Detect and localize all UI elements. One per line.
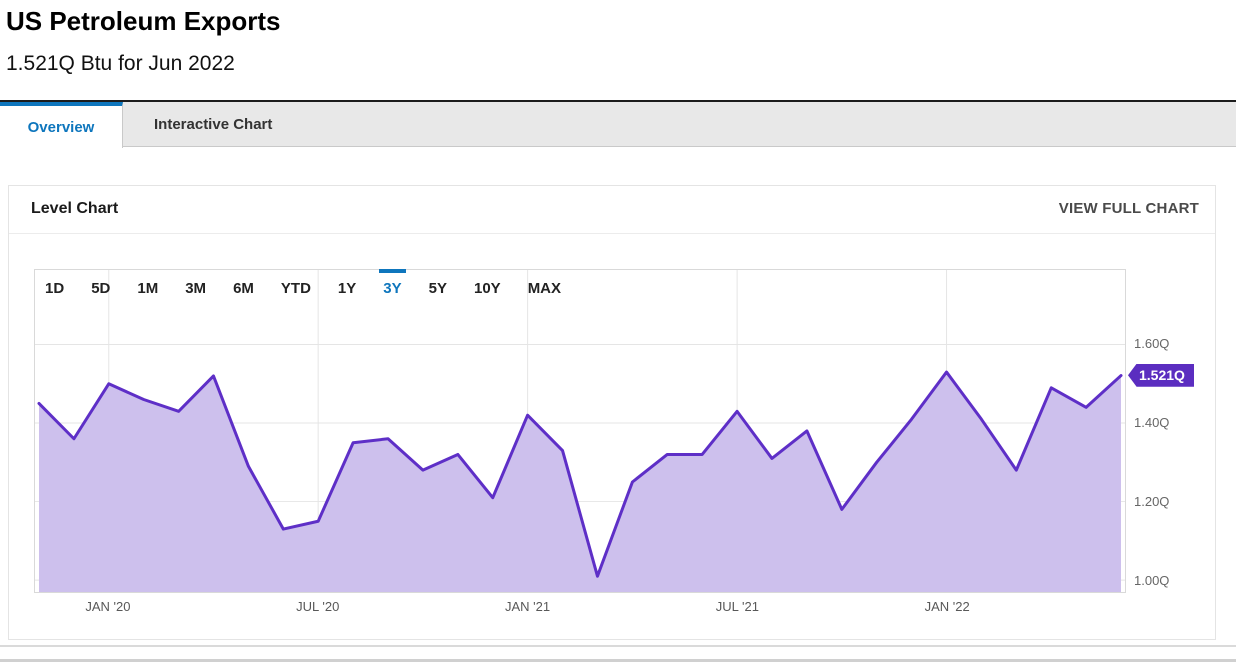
range-button-3m[interactable]: 3M [185,270,206,306]
area-chart [35,270,1125,592]
card-header: Level Chart VIEW FULL CHART [9,186,1215,234]
current-value-badge: 1.521Q [1128,363,1194,387]
range-button-max[interactable]: MAX [528,270,561,306]
page-subtitle: 1.521Q Btu for Jun 2022 [6,52,235,75]
tab-overview[interactable]: Overview [0,102,123,148]
y-tick-label: 1.60Q [1134,336,1170,351]
range-button-1y[interactable]: 1Y [338,270,356,306]
range-button-ytd[interactable]: YTD [281,270,311,306]
bottom-divider-1 [0,645,1236,647]
x-tick-label: JUL '21 [715,599,759,614]
chart-line [37,370,1123,578]
x-tick-label: JUL '20 [296,599,340,614]
y-tick-label: 1.40Q [1134,415,1170,430]
range-button-1m[interactable]: 1M [137,270,158,306]
range-button-1d[interactable]: 1D [45,270,64,306]
tab-interactive-chart[interactable]: Interactive Chart [124,102,302,147]
x-tick-label: JAN '21 [504,599,551,614]
range-button-5d[interactable]: 5D [91,270,110,306]
card-title: Level Chart [31,200,119,217]
x-tick-label: JAN '22 [924,599,970,614]
chart-area-fill [38,372,1122,592]
view-full-chart-link[interactable]: VIEW FULL CHART [1058,200,1199,217]
chart-plot-area: 1D 5D 1M 3M 6M YTD 1Y 3Y 5Y 10Y MAX [34,269,1126,593]
y-tick-label: 1.20Q [1134,494,1170,509]
range-button-10y[interactable]: 10Y [474,270,501,306]
level-chart-card: Level Chart VIEW FULL CHART 1D 5D 1M 3M 6M YT… [8,185,1216,640]
range-button-6m[interactable]: 6M [233,270,254,306]
range-button-5y[interactable]: 5Y [429,270,447,306]
range-button-3y[interactable]: 3Y [379,269,407,306]
bottom-divider-2 [0,659,1236,662]
tab-bar: Overview Interactive Chart [0,102,1236,148]
x-tick-label: JAN '20 [85,599,131,614]
header-divider [0,100,1236,102]
tab-interactive-chart-label: Interactive Chart [154,116,273,133]
tab-overview-label: Overview [27,118,95,136]
range-selector: 1D 5D 1M 3M 6M YTD 1Y 3Y 5Y 10Y MAX [45,269,588,306]
y-tick-label: 1.00Q [1134,573,1170,588]
page-title: US Petroleum Exports [6,6,281,36]
